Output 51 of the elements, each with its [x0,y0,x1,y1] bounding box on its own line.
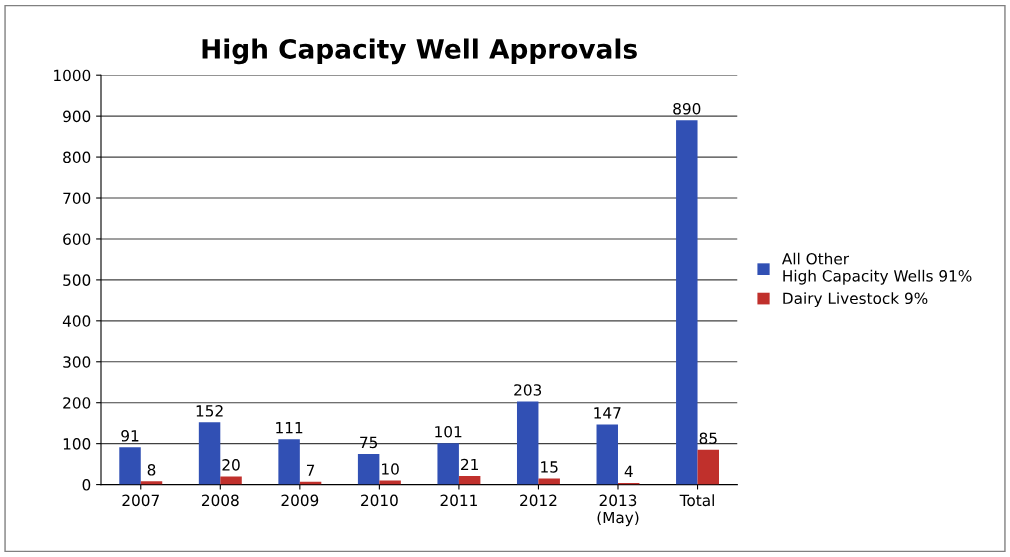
data-label: 101 [435,425,462,438]
x-tick-label: 2007 [122,494,159,507]
bar [220,476,242,485]
y-tick-label: 700 [63,192,91,205]
legend-label: All Other High Capacity Wells 91% [781,252,972,285]
bar [596,424,618,485]
bar [676,120,698,485]
bar [278,439,300,485]
y-tick-label: 900 [63,110,91,123]
data-label: 10 [382,463,399,475]
x-tick-label: 2012 [520,494,557,507]
data-label: 91 [121,430,139,442]
x-tick-label: 2009 [281,494,319,507]
data-label: 111 [276,422,303,434]
data-label: 7 [306,464,315,476]
bar [437,443,459,485]
data-label: 152 [196,405,223,417]
y-tick-label: 600 [63,233,91,245]
y-tick-label: 1000 [54,69,91,82]
y-tick-label: 500 [63,274,91,286]
data-label: 147 [594,407,621,419]
bar [198,422,221,485]
data-label: 85 [699,432,717,445]
bar [697,449,720,485]
bar [119,447,141,485]
data-label: 203 [514,384,542,396]
x-tick-label: 2011 [440,494,477,507]
y-tick-label: 0 [82,479,91,491]
data-label: 20 [222,459,240,471]
x-tick-label: 2008 [201,494,239,507]
x-tick-label: 2013 (May) [597,494,639,527]
y-tick-label: 300 [63,356,91,368]
x-tick-label: 2010 [361,494,398,507]
y-tick-label: 200 [63,397,91,409]
bar [357,453,380,485]
data-label: 4 [624,465,633,477]
y-tick-label: 800 [63,151,91,164]
data-label: 890 [673,102,701,115]
legend-label: Dairy Livestock 9% [783,292,928,308]
bar [140,481,163,485]
data-label: 8 [147,464,156,476]
bar [379,480,401,485]
y-tick-label: 100 [63,438,91,450]
data-label: 21 [461,458,478,471]
data-label: 15 [541,461,558,473]
chart-title: High Capacity Well Approvals [202,38,637,65]
bar [516,401,539,485]
bar [538,478,560,485]
y-tick-label: 400 [62,315,91,327]
x-tick-label: Total [679,494,714,507]
bar [458,475,481,485]
